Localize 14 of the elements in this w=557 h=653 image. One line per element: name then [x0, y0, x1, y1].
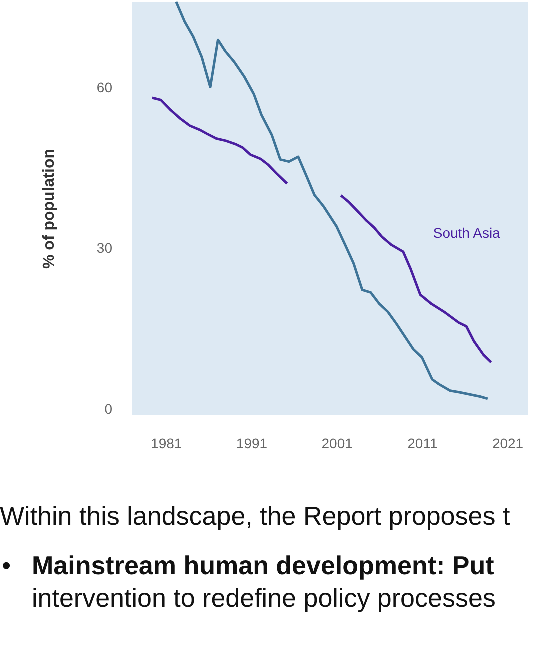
- text: Mainstream human development: Put: [32, 550, 495, 581]
- text: Within this landscape, the Report proposes t: [0, 500, 511, 531]
- y-axis-title: % of population: [40, 149, 58, 269]
- text: intervention to redefine policy processes: [32, 582, 496, 613]
- y-tick-label: 30: [96, 240, 113, 256]
- y-tick-label: 60: [96, 79, 113, 96]
- x-tick-label: 1981: [151, 436, 182, 452]
- text: •: [2, 550, 12, 581]
- x-tick-label: 1991: [236, 436, 268, 452]
- x-tick-label: 2021: [492, 436, 524, 452]
- text: South Asia: [433, 224, 501, 241]
- x-tick-label: 2001: [322, 436, 354, 452]
- x-tick-label: 2011: [408, 436, 438, 452]
- y-tick-label: 0: [104, 401, 113, 418]
